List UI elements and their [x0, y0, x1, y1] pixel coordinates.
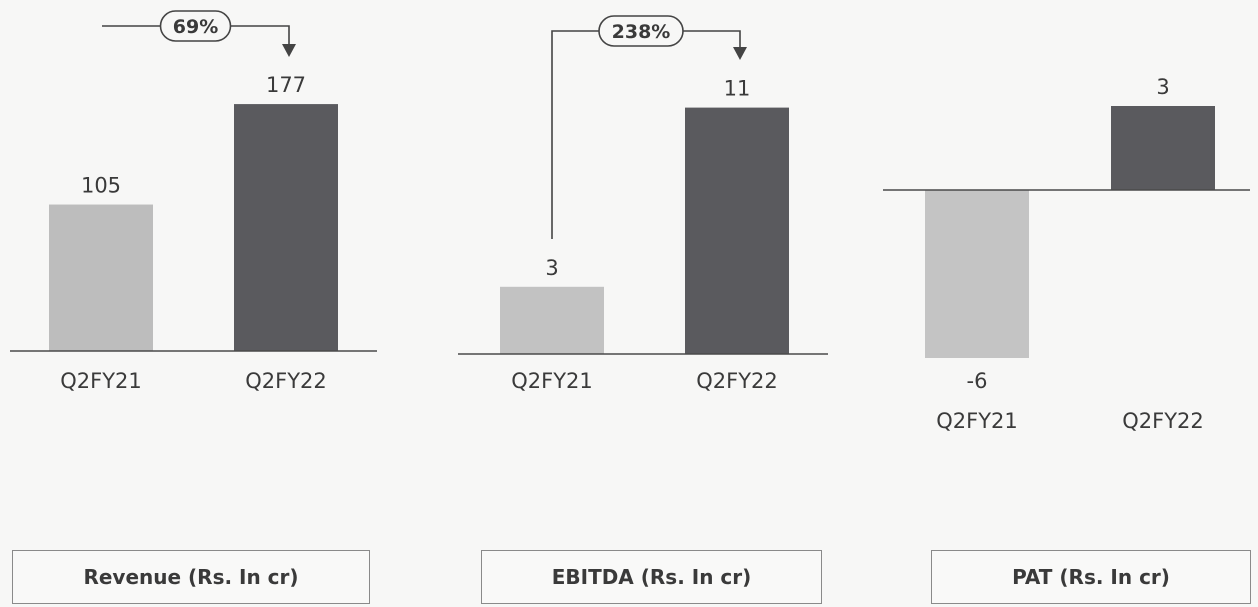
revenue-value-label-q2fy22: 177 [266, 73, 306, 97]
ebitda-growth-arrowhead [733, 47, 747, 60]
pat-chart-title: PAT (Rs. In cr) [931, 550, 1251, 604]
pat-tick-label-q2fy22: Q2FY22 [1122, 409, 1204, 433]
ebitda-chart-title: EBITDA (Rs. In cr) [481, 550, 822, 604]
ebitda-value-label-q2fy21: 3 [545, 256, 558, 280]
pat-bar-q2fy21 [925, 190, 1029, 358]
revenue-chart-title: Revenue (Rs. In cr) [12, 550, 370, 604]
pat-value-label-q2fy22: 3 [1156, 75, 1169, 99]
revenue-bar-q2fy21 [49, 204, 153, 351]
revenue-tick-label-q2fy21: Q2FY21 [60, 369, 142, 393]
revenue-growth-label: 69% [173, 16, 218, 38]
ebitda-bar-q2fy22 [685, 107, 789, 354]
revenue-growth-pill [159, 10, 232, 42]
revenue-value-label-q2fy21: 105 [81, 174, 121, 198]
pat-tick-label-q2fy21: Q2FY21 [936, 409, 1018, 433]
pat-bar-q2fy22 [1111, 106, 1215, 190]
ebitda-tick-label-q2fy21: Q2FY21 [511, 369, 593, 393]
ebitda-growth-label: 238% [612, 21, 671, 43]
ebitda-growth-pill [598, 15, 684, 47]
revenue-growth-arrowhead [282, 44, 296, 57]
ebitda-tick-label-q2fy22: Q2FY22 [696, 369, 778, 393]
revenue-tick-label-q2fy22: Q2FY22 [245, 369, 327, 393]
ebitda-bar-q2fy21 [500, 286, 604, 354]
pat-value-label-q2fy21: -6 [967, 369, 988, 393]
revenue-bar-q2fy22 [234, 104, 338, 352]
ebitda-value-label-q2fy22: 11 [724, 77, 751, 101]
